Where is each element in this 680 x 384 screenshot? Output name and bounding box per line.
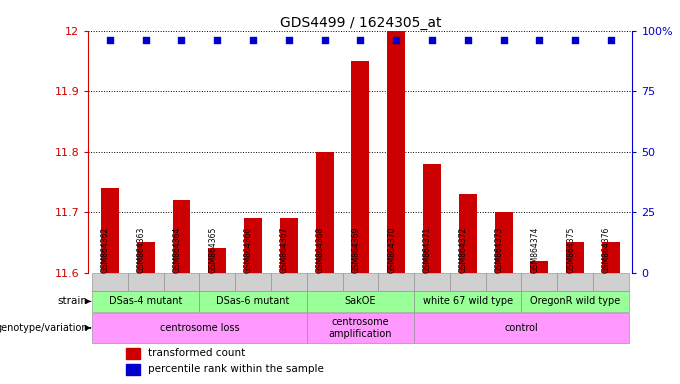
- Bar: [307, 291, 414, 311]
- Title: GDS4499 / 1624305_at: GDS4499 / 1624305_at: [279, 16, 441, 30]
- Point: [319, 37, 330, 43]
- Bar: [459, 194, 477, 273]
- Bar: [593, 273, 629, 291]
- Bar: [173, 200, 190, 273]
- Bar: [566, 242, 584, 273]
- Text: centrosome
amplification: centrosome amplification: [328, 317, 392, 339]
- Text: genotype/variation: genotype/variation: [0, 323, 88, 333]
- Text: GSM864368: GSM864368: [316, 227, 324, 273]
- Text: GSM864365: GSM864365: [208, 227, 217, 273]
- Point: [462, 37, 473, 43]
- Bar: [494, 212, 513, 273]
- Point: [498, 37, 509, 43]
- Bar: [557, 273, 593, 291]
- Text: GSM864376: GSM864376: [602, 227, 611, 273]
- Bar: [316, 152, 334, 273]
- Bar: [307, 313, 414, 343]
- Point: [355, 37, 366, 43]
- Bar: [92, 313, 307, 343]
- Point: [426, 37, 437, 43]
- Bar: [450, 273, 486, 291]
- Text: GSM864366: GSM864366: [244, 227, 253, 273]
- Text: GSM864372: GSM864372: [459, 227, 468, 273]
- Bar: [423, 164, 441, 273]
- Bar: [92, 291, 199, 311]
- Bar: [244, 218, 262, 273]
- Bar: [414, 313, 629, 343]
- Text: control: control: [505, 323, 539, 333]
- Text: GSM864374: GSM864374: [530, 227, 539, 273]
- Bar: [92, 273, 128, 291]
- Bar: [352, 61, 369, 273]
- Text: transformed count: transformed count: [148, 348, 245, 358]
- Bar: [128, 273, 164, 291]
- Bar: [387, 31, 405, 273]
- Bar: [343, 273, 378, 291]
- Bar: [164, 273, 199, 291]
- Text: GSM864371: GSM864371: [423, 227, 432, 273]
- Point: [105, 37, 116, 43]
- Text: GSM864362: GSM864362: [101, 227, 110, 273]
- Text: GSM864367: GSM864367: [280, 227, 289, 273]
- Text: percentile rank within the sample: percentile rank within the sample: [148, 364, 324, 374]
- Text: DSas-4 mutant: DSas-4 mutant: [109, 296, 182, 306]
- Bar: [307, 273, 343, 291]
- Bar: [101, 188, 119, 273]
- Point: [391, 37, 402, 43]
- Bar: [199, 291, 307, 311]
- Bar: [414, 273, 450, 291]
- Point: [140, 37, 151, 43]
- Text: GSM864363: GSM864363: [137, 227, 146, 273]
- Text: SakOE: SakOE: [345, 296, 376, 306]
- Bar: [271, 273, 307, 291]
- Text: GSM864370: GSM864370: [387, 227, 396, 273]
- Text: GSM864369: GSM864369: [352, 227, 360, 273]
- Point: [284, 37, 294, 43]
- Bar: [522, 273, 557, 291]
- Bar: [137, 242, 154, 273]
- Text: GSM864373: GSM864373: [494, 227, 504, 273]
- Bar: [235, 273, 271, 291]
- Point: [211, 37, 222, 43]
- Point: [534, 37, 545, 43]
- Point: [248, 37, 258, 43]
- Point: [605, 37, 616, 43]
- Bar: [126, 364, 140, 375]
- Point: [570, 37, 581, 43]
- Bar: [126, 348, 140, 359]
- Bar: [208, 248, 226, 273]
- Bar: [486, 273, 522, 291]
- Bar: [280, 218, 298, 273]
- Bar: [414, 291, 522, 311]
- Text: centrosome loss: centrosome loss: [160, 323, 239, 333]
- Bar: [378, 273, 414, 291]
- Text: GSM864375: GSM864375: [566, 227, 575, 273]
- Bar: [522, 291, 629, 311]
- Point: [176, 37, 187, 43]
- Bar: [602, 242, 620, 273]
- Bar: [199, 273, 235, 291]
- Text: white 67 wild type: white 67 wild type: [423, 296, 513, 306]
- Text: OregonR wild type: OregonR wild type: [530, 296, 620, 306]
- Bar: [530, 261, 548, 273]
- Text: strain: strain: [58, 296, 88, 306]
- Text: GSM864364: GSM864364: [173, 227, 182, 273]
- Text: DSas-6 mutant: DSas-6 mutant: [216, 296, 290, 306]
